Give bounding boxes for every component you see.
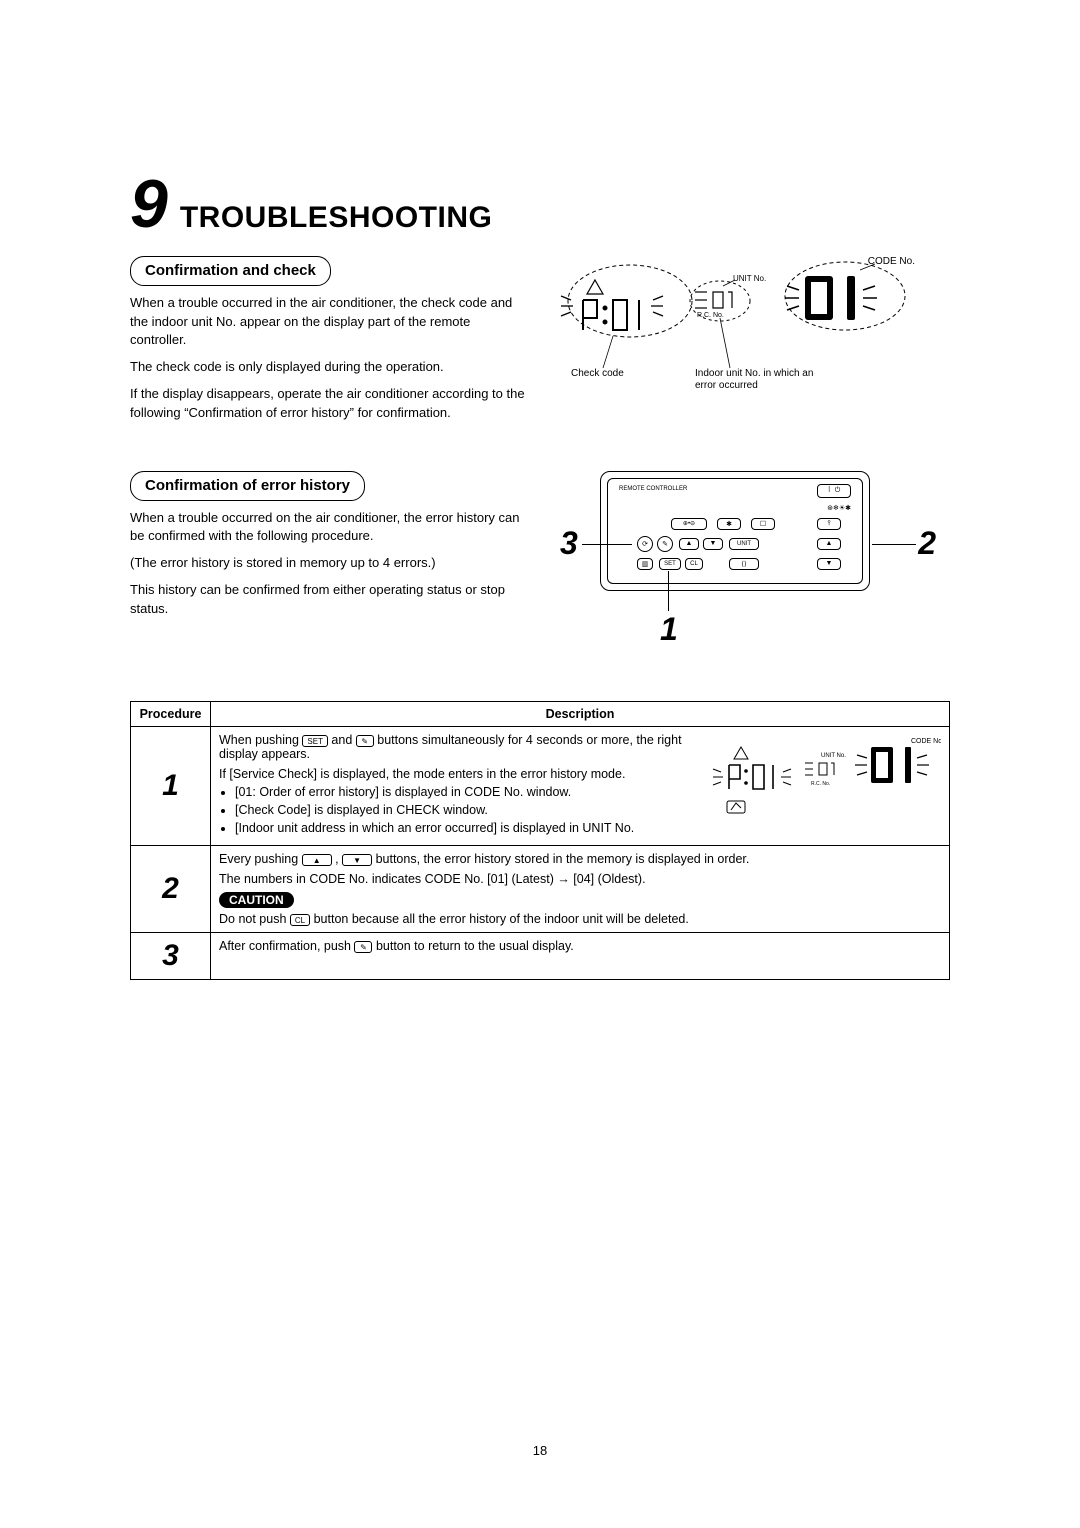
header-description: Description [211, 701, 950, 726]
test-button[interactable]: ⟳ [637, 536, 653, 552]
unit-no-label: UNIT No. [733, 274, 766, 283]
set-button[interactable]: SET [659, 558, 681, 570]
chapter-title: TROUBLESHOOTING [180, 201, 493, 235]
section2-text: Confirmation of error history When a tro… [130, 471, 530, 627]
caution-badge: CAUTION [219, 892, 294, 908]
section2-p2: (The error history is stored in memory u… [130, 554, 530, 573]
timer-button[interactable]: ⊕•⊖ [671, 518, 707, 530]
cl-icon: CL [290, 914, 310, 926]
r1-t1b: and [328, 733, 356, 747]
swing-button[interactable]: ⫯ [817, 518, 841, 530]
r2-t3b: button because all the error history of … [310, 912, 689, 926]
r2-t2: The numbers in CODE No. indicates CODE N… [219, 872, 941, 886]
callout-3: 3 [560, 525, 578, 562]
step-1-desc: CODE No. [211, 726, 950, 845]
set-icon: SET [302, 735, 328, 747]
page-number: 18 [0, 1443, 1080, 1458]
down-button[interactable]: ▼ [817, 558, 841, 570]
callout-1: 1 [660, 611, 678, 648]
section2-p3: This history can be confirmed from eithe… [130, 581, 530, 619]
r3-t1a: After confirmation, push [219, 939, 354, 953]
section1-p3: If the display disappears, operate the a… [130, 385, 530, 423]
section1-p2: The check code is only displayed during … [130, 358, 530, 377]
filter-button[interactable]: ⟨⟩ [729, 558, 759, 570]
svg-text:UNIT No.: UNIT No. [821, 753, 846, 759]
step-1-num: 1 [131, 726, 211, 845]
step-2-desc: Every pushing ▲ , ▼ buttons, the error h… [211, 845, 950, 932]
r3-t1b: button to return to the usual display. [372, 939, 573, 953]
temp-down-button[interactable]: ▼ [703, 538, 723, 550]
section1-text: Confirmation and check When a trouble oc… [130, 256, 530, 431]
code-no-label: CODE No. [868, 256, 915, 267]
remote-controller-diagram: REMOTE CONTROLLER ⠇ ⏻ ⊛❄☀✱ ⊕•⊖ ✱ ☐ ⫯ ⟳ ✎… [550, 471, 950, 671]
chapter-number: 9 [130, 170, 168, 238]
table-row: 1 CODE No. [131, 726, 950, 845]
section1-p1: When a trouble occurred in the air condi… [130, 294, 530, 351]
check-code-label: Check code [571, 368, 624, 379]
mini-lcd: CODE No. [711, 733, 941, 823]
r2-t1a: Every pushing [219, 852, 302, 866]
mode-button[interactable]: ☐ [751, 518, 775, 530]
check-icon: ✎ [356, 735, 374, 747]
rc-no-label: R.C. No. [697, 312, 724, 319]
table-header-row: Procedure Description [131, 701, 950, 726]
check-button[interactable]: ✎ [657, 536, 673, 552]
callout-2: 2 [918, 525, 936, 562]
section2-p1: When a trouble occurred on the air condi… [130, 509, 530, 547]
temp-up-button[interactable]: ▲ [679, 538, 699, 550]
table-row: 3 After confirmation, push ✎ button to r… [131, 932, 950, 979]
cl-button[interactable]: CL [685, 558, 703, 570]
procedure-table: Procedure Description 1 CODE No. [130, 701, 950, 980]
down-icon: ▼ [342, 854, 372, 866]
section1-heading: Confirmation and check [130, 256, 331, 286]
up-button[interactable]: ▲ [817, 538, 841, 550]
section-confirmation-check: Confirmation and check When a trouble oc… [130, 256, 950, 431]
power-button[interactable]: ⠇ ⏻ [817, 484, 851, 498]
indoor-unit-label: Indoor unit No. in which an error occurr… [695, 368, 835, 392]
lcd-display-1: CODE No. UNIT No. R.C. No. Check code In… [550, 256, 950, 406]
svg-text:CODE No.: CODE No. [911, 738, 941, 745]
r2-t1c: buttons, the error history stored in the… [372, 852, 749, 866]
chapter-heading: 9 TROUBLESHOOTING [130, 170, 950, 238]
table-row: 2 Every pushing ▲ , ▼ buttons, the error… [131, 845, 950, 932]
remote-controller-label: REMOTE CONTROLLER [619, 486, 687, 492]
fan-button[interactable]: ✱ [717, 518, 741, 530]
r1-t1a: When pushing [219, 733, 302, 747]
check-icon-2: ✎ [354, 941, 372, 953]
step-2-num: 2 [131, 845, 211, 932]
r2-t1b: , [332, 852, 342, 866]
svg-text:R.C. No.: R.C. No. [811, 781, 830, 787]
r2-t3a: Do not push [219, 912, 290, 926]
unit-button[interactable]: UNIT [729, 538, 759, 550]
step-3-num: 3 [131, 932, 211, 979]
up-icon: ▲ [302, 854, 332, 866]
section2-heading: Confirmation of error history [130, 471, 365, 501]
section-error-history: Confirmation of error history When a tro… [130, 471, 950, 671]
header-procedure: Procedure [131, 701, 211, 726]
vent-button[interactable]: ▥ [637, 558, 653, 570]
step-3-desc: After confirmation, push ✎ button to ret… [211, 932, 950, 979]
